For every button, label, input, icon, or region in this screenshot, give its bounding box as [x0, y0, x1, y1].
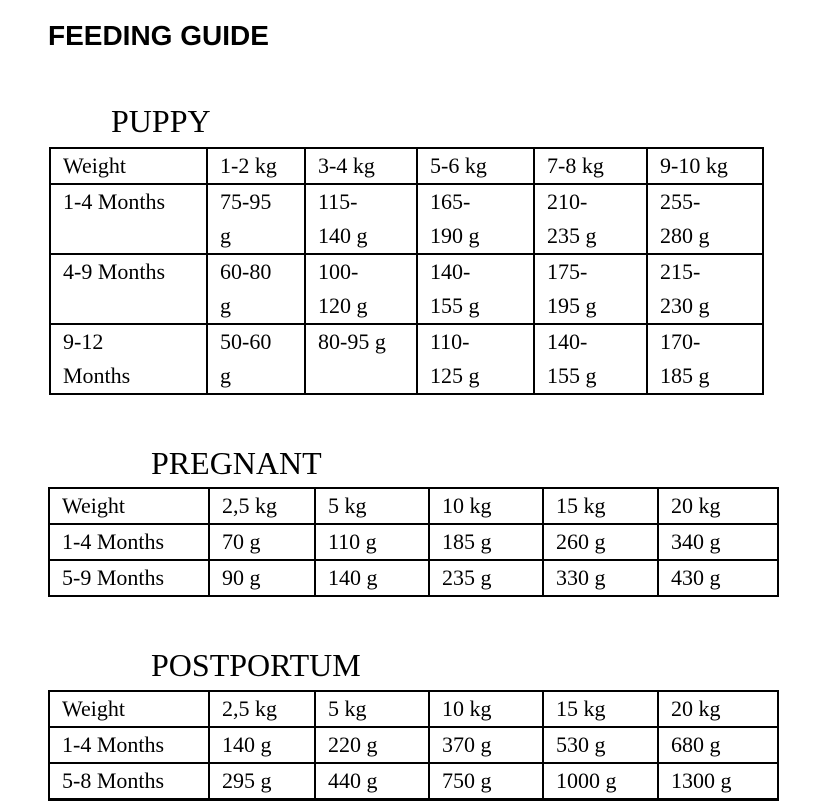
- table-cell: 80-95 g: [304, 323, 418, 395]
- table-header-row: Weight 2,5 kg 5 kg 10 kg 15 kg 20 kg: [48, 487, 779, 525]
- section-postportum: POSTPORTUM Weight 2,5 kg 5 kg 10 kg 15 kg 20 k…: [0, 647, 817, 801]
- row-label: 1-4 Months: [49, 183, 208, 255]
- table-cell: 680 g: [657, 726, 779, 764]
- section-heading: PUPPY: [111, 103, 211, 139]
- table-header: Weight 2,5 kg 5 kg 10 kg 15 kg 20 kg: [48, 690, 779, 728]
- table-cell: 185 g: [428, 523, 544, 561]
- table-row: 1-4 Months 140 g 220 g 370 g 530 g 680 g: [48, 726, 779, 764]
- column-header: 15 kg: [542, 690, 659, 728]
- document-title: FEEDING GUIDE: [48, 20, 269, 51]
- table-body: 1-4 Months 70 g 110 g 185 g 260 g 340 g 5-9 Mo…: [48, 523, 779, 597]
- section-heading: POSTPORTUM: [151, 647, 361, 683]
- row-label: 1-4 Months: [48, 523, 210, 561]
- table-cell: 255- 280 g: [646, 183, 764, 255]
- table-cell: 140 g: [208, 726, 316, 764]
- row-label: 4-9 Months: [49, 253, 208, 325]
- column-header: 2,5 kg: [208, 690, 316, 728]
- row-label: 9-12 Months: [49, 323, 208, 395]
- table-cell: 260 g: [542, 523, 659, 561]
- table-cell: 330 g: [542, 559, 659, 597]
- table-cell: 170- 185 g: [646, 323, 764, 395]
- table-cell: 60-80 g: [206, 253, 306, 325]
- table-row: 5-8 Months 295 g 440 g 750 g 1000 g 1300 g: [48, 762, 779, 801]
- table-cell: 530 g: [542, 726, 659, 764]
- table-cell: 140 g: [314, 559, 430, 597]
- row-label: 5-8 Months: [48, 762, 210, 801]
- table-cell: 140- 155 g: [533, 323, 648, 395]
- feeding-table-postportum: Weight 2,5 kg 5 kg 10 kg 15 kg 20 kg 1-4 Month…: [48, 690, 779, 801]
- table-cell: 1300 g: [657, 762, 779, 801]
- table-cell: 165- 190 g: [416, 183, 535, 255]
- table-cell: 220 g: [314, 726, 430, 764]
- table-header-row: Weight 1-2 kg 3-4 kg 5-6 kg 7-8 kg 9-10 kg: [49, 147, 764, 185]
- column-header: Weight: [49, 147, 208, 185]
- table-cell: 750 g: [428, 762, 544, 801]
- table-cell: 90 g: [208, 559, 316, 597]
- table-row: 1-4 Months 75-95 g 115- 140 g 165- 190 g 210…: [49, 183, 764, 255]
- table-row: 4-9 Months 60-80 g 100- 120 g 140- 155 g 175…: [49, 253, 764, 325]
- section-heading: PREGNANT: [151, 445, 322, 481]
- table-cell: 215- 230 g: [646, 253, 764, 325]
- table-row: 9-12 Months 50-60 g 80-95 g 110- 125 g 140- …: [49, 323, 764, 395]
- table-cell: 235 g: [428, 559, 544, 597]
- column-header: 1-2 kg: [206, 147, 306, 185]
- table-cell: 140- 155 g: [416, 253, 535, 325]
- column-header: 10 kg: [428, 690, 544, 728]
- feeding-guide-sections: PUPPY Weight 1-2 kg 3-4 kg 5-6 kg 7-8 kg 9-10 …: [0, 103, 817, 801]
- table-cell: 295 g: [208, 762, 316, 801]
- column-header: 9-10 kg: [646, 147, 764, 185]
- feeding-table-puppy: Weight 1-2 kg 3-4 kg 5-6 kg 7-8 kg 9-10 kg 1-4…: [49, 147, 764, 395]
- table-body: 1-4 Months 140 g 220 g 370 g 530 g 680 g 5-8 M…: [48, 726, 779, 801]
- column-header: 3-4 kg: [304, 147, 418, 185]
- column-header: Weight: [48, 690, 210, 728]
- table-header: Weight 1-2 kg 3-4 kg 5-6 kg 7-8 kg 9-10 kg: [49, 147, 764, 185]
- column-header: Weight: [48, 487, 210, 525]
- table-cell: 210- 235 g: [533, 183, 648, 255]
- table-row: 1-4 Months 70 g 110 g 185 g 260 g 340 g: [48, 523, 779, 561]
- table-cell: 75-95 g: [206, 183, 306, 255]
- table-row: 5-9 Months 90 g 140 g 235 g 330 g 430 g: [48, 559, 779, 597]
- column-header: 5-6 kg: [416, 147, 535, 185]
- table-cell: 430 g: [657, 559, 779, 597]
- row-label: 5-9 Months: [48, 559, 210, 597]
- column-header: 10 kg: [428, 487, 544, 525]
- column-header: 20 kg: [657, 690, 779, 728]
- column-header: 7-8 kg: [533, 147, 648, 185]
- column-header: 20 kg: [657, 487, 779, 525]
- table-cell: 1000 g: [542, 762, 659, 801]
- table-cell: 440 g: [314, 762, 430, 801]
- column-header: 5 kg: [314, 690, 430, 728]
- row-label: 1-4 Months: [48, 726, 210, 764]
- table-header-row: Weight 2,5 kg 5 kg 10 kg 15 kg 20 kg: [48, 690, 779, 728]
- section-puppy: PUPPY Weight 1-2 kg 3-4 kg 5-6 kg 7-8 kg 9-10 …: [0, 103, 817, 395]
- table-cell: 175- 195 g: [533, 253, 648, 325]
- table-cell: 340 g: [657, 523, 779, 561]
- column-header: 2,5 kg: [208, 487, 316, 525]
- table-cell: 115- 140 g: [304, 183, 418, 255]
- table-cell: 50-60 g: [206, 323, 306, 395]
- feeding-table-pregnant: Weight 2,5 kg 5 kg 10 kg 15 kg 20 kg 1-4 Month…: [48, 487, 779, 597]
- table-cell: 370 g: [428, 726, 544, 764]
- table-cell: 110 g: [314, 523, 430, 561]
- column-header: 5 kg: [314, 487, 430, 525]
- column-header: 15 kg: [542, 487, 659, 525]
- table-cell: 100- 120 g: [304, 253, 418, 325]
- section-pregnant: PREGNANT Weight 2,5 kg 5 kg 10 kg 15 kg 20 kg 1…: [0, 445, 817, 597]
- table-body: 1-4 Months 75-95 g 115- 140 g 165- 190 g 210…: [49, 183, 764, 395]
- table-cell: 70 g: [208, 523, 316, 561]
- table-header: Weight 2,5 kg 5 kg 10 kg 15 kg 20 kg: [48, 487, 779, 525]
- table-cell: 110- 125 g: [416, 323, 535, 395]
